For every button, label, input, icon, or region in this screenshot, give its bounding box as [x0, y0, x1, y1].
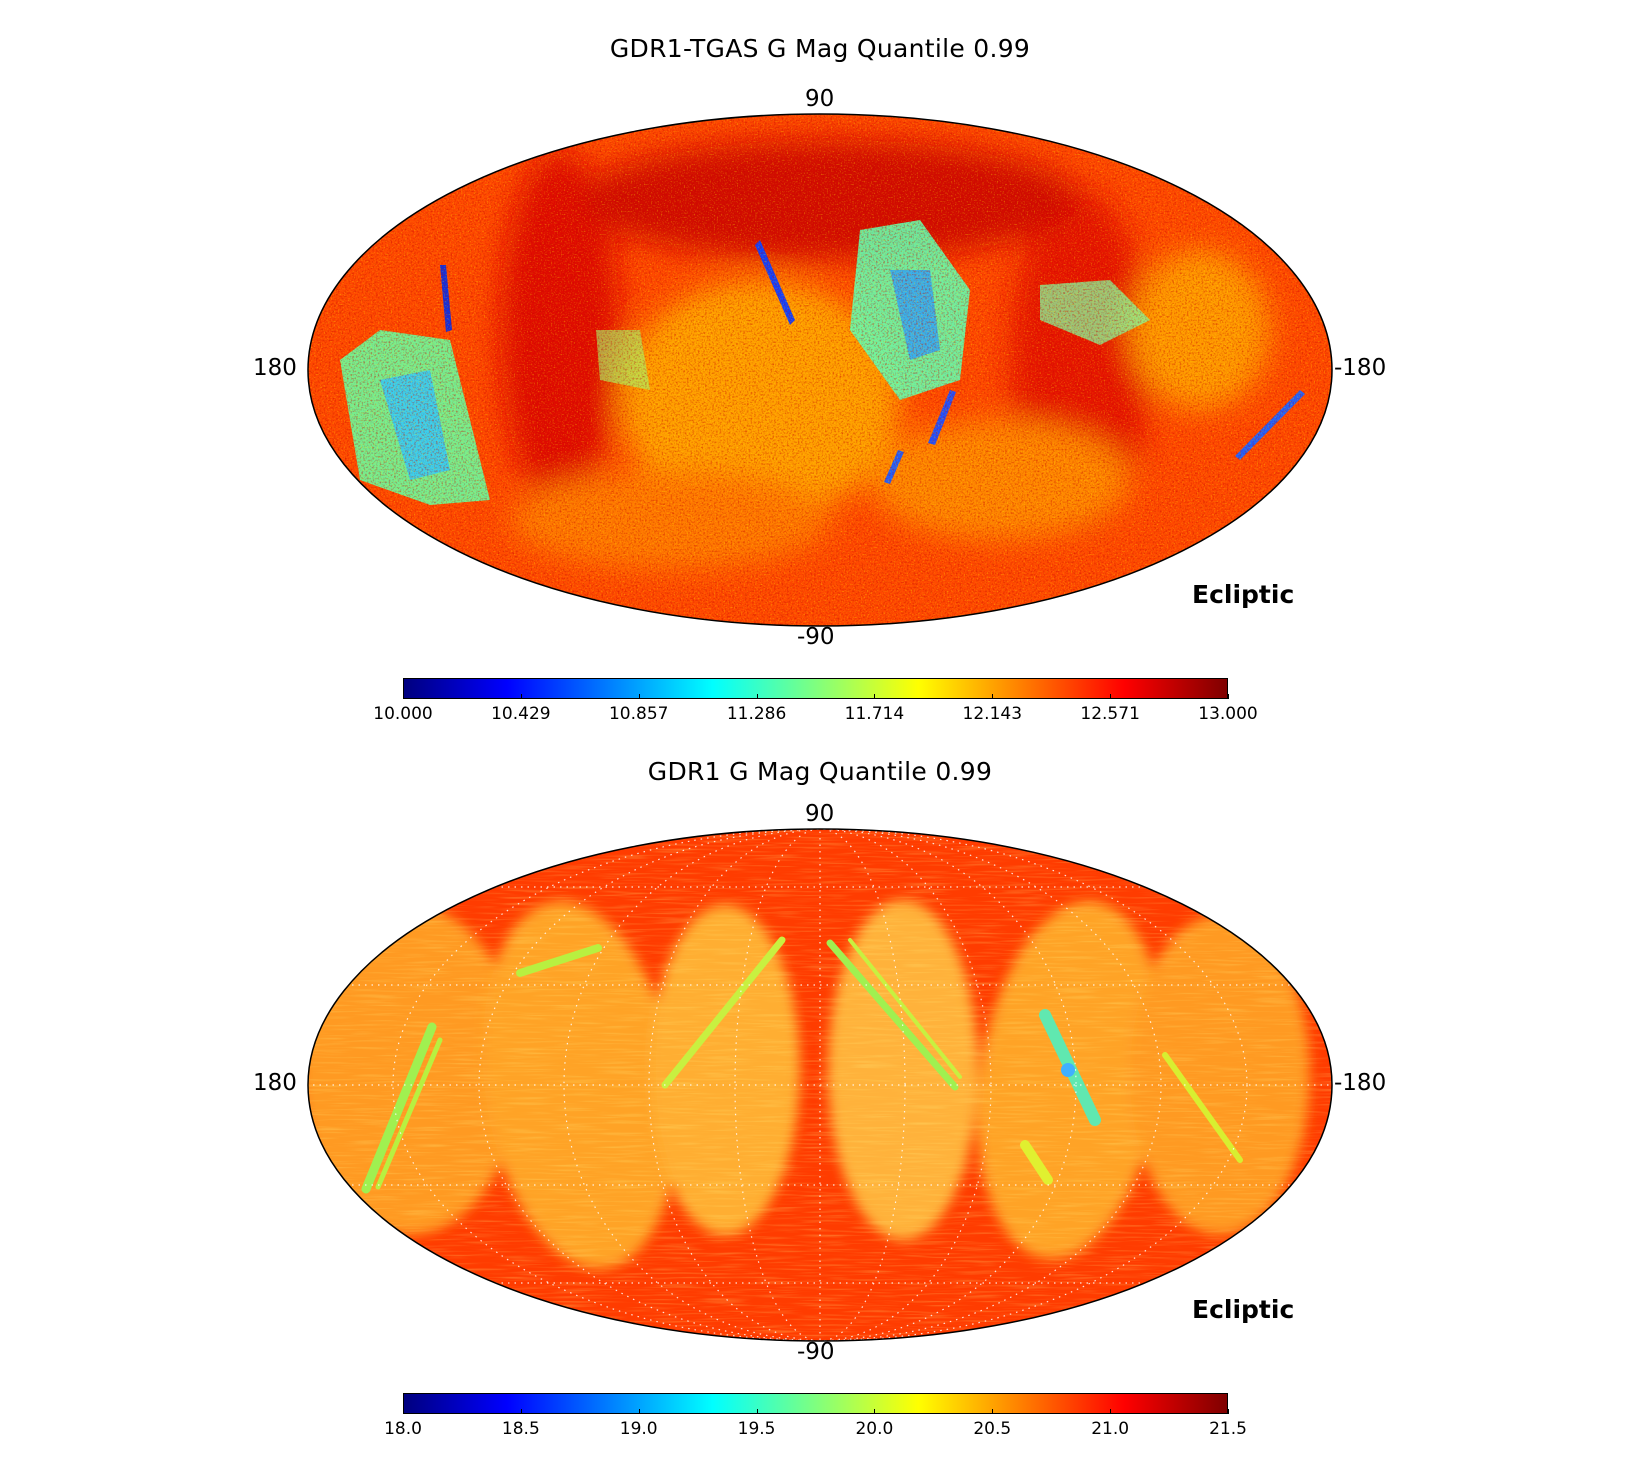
colorbar-tick-mark: [638, 694, 640, 699]
colorbar-tick-mark: [992, 1409, 994, 1414]
colorbar-tick-mark: [403, 694, 404, 699]
colorbar: [403, 1393, 1228, 1414]
colorbar-tick-label: 19.5: [737, 1419, 776, 1439]
colorbar-tick-label: 13.000: [1198, 704, 1258, 724]
lat-label-top: 90: [805, 801, 835, 827]
colorbar-tick-mark: [874, 694, 876, 699]
colorbar-tick-mark: [1228, 694, 1229, 699]
map-outline: [307, 828, 1333, 1342]
colorbar-tick-label: 10.857: [608, 704, 669, 724]
chart-title: GDR1-TGAS G Mag Quantile 0.99: [609, 34, 1031, 63]
lat-label-top: 90: [805, 86, 835, 112]
lat-label-bottom: -90: [797, 624, 835, 650]
colorbar-tick-label: 12.143: [962, 704, 1023, 724]
lon-label-left: 180: [253, 1070, 297, 1096]
lon-label-left: 180: [253, 355, 297, 381]
colorbar-tick-label: 20.5: [973, 1419, 1012, 1439]
mollweide-map: [307, 828, 1333, 1342]
colorbar-tick-label: 10.000: [373, 704, 433, 724]
colorbar-tick-mark: [638, 1409, 640, 1414]
frame-label: Ecliptic: [1192, 580, 1295, 609]
colorbar-tick-label: 12.571: [1080, 704, 1140, 724]
colorbar-tick-mark: [992, 694, 994, 699]
colorbar-tick-mark: [756, 1409, 758, 1414]
colorbar-tick-mark: [756, 694, 758, 699]
colorbar-tick-label: 19.0: [619, 1419, 658, 1439]
colorbar-tick-mark: [520, 694, 522, 699]
colorbar-tick-mark: [520, 1409, 522, 1414]
lon-label-right: -180: [1334, 355, 1387, 381]
mollweide-map: [307, 113, 1333, 627]
colorbar-tick-label: 21.0: [1091, 1419, 1130, 1439]
chart-panel-gdr1: GDR1 G Mag Quantile 0.99: [0, 715, 1640, 1481]
colorbar: [403, 678, 1228, 699]
colorbar-tick-label: 18.0: [384, 1419, 422, 1439]
colorbar-tick-mark: [1110, 1409, 1112, 1414]
chart-panel-tgas: GDR1-TGAS G Mag Quantile 0.99: [0, 0, 1640, 740]
colorbar-tick-label: 21.5: [1209, 1419, 1247, 1439]
low-mag-spot: [1061, 1063, 1075, 1077]
colorbar-tick-label: 20.0: [855, 1419, 894, 1439]
chart-title: GDR1 G Mag Quantile 0.99: [647, 757, 993, 786]
colorbar-tick-mark: [1228, 1409, 1229, 1414]
map-outline: [307, 113, 1333, 627]
colorbar-tick-label: 11.286: [726, 704, 787, 724]
colorbar-tick-mark: [874, 1409, 876, 1414]
colorbar-tick-mark: [403, 1409, 404, 1414]
colorbar-tick-label: 18.5: [501, 1419, 540, 1439]
colorbar-tick-label: 11.714: [844, 704, 905, 724]
colorbar-tick-label: 10.429: [491, 704, 551, 724]
colorbar-tick-mark: [1110, 694, 1112, 699]
frame-label: Ecliptic: [1192, 1295, 1295, 1324]
lon-label-right: -180: [1334, 1070, 1387, 1096]
graticule: [308, 829, 1332, 1341]
lat-label-bottom: -90: [797, 1339, 835, 1365]
